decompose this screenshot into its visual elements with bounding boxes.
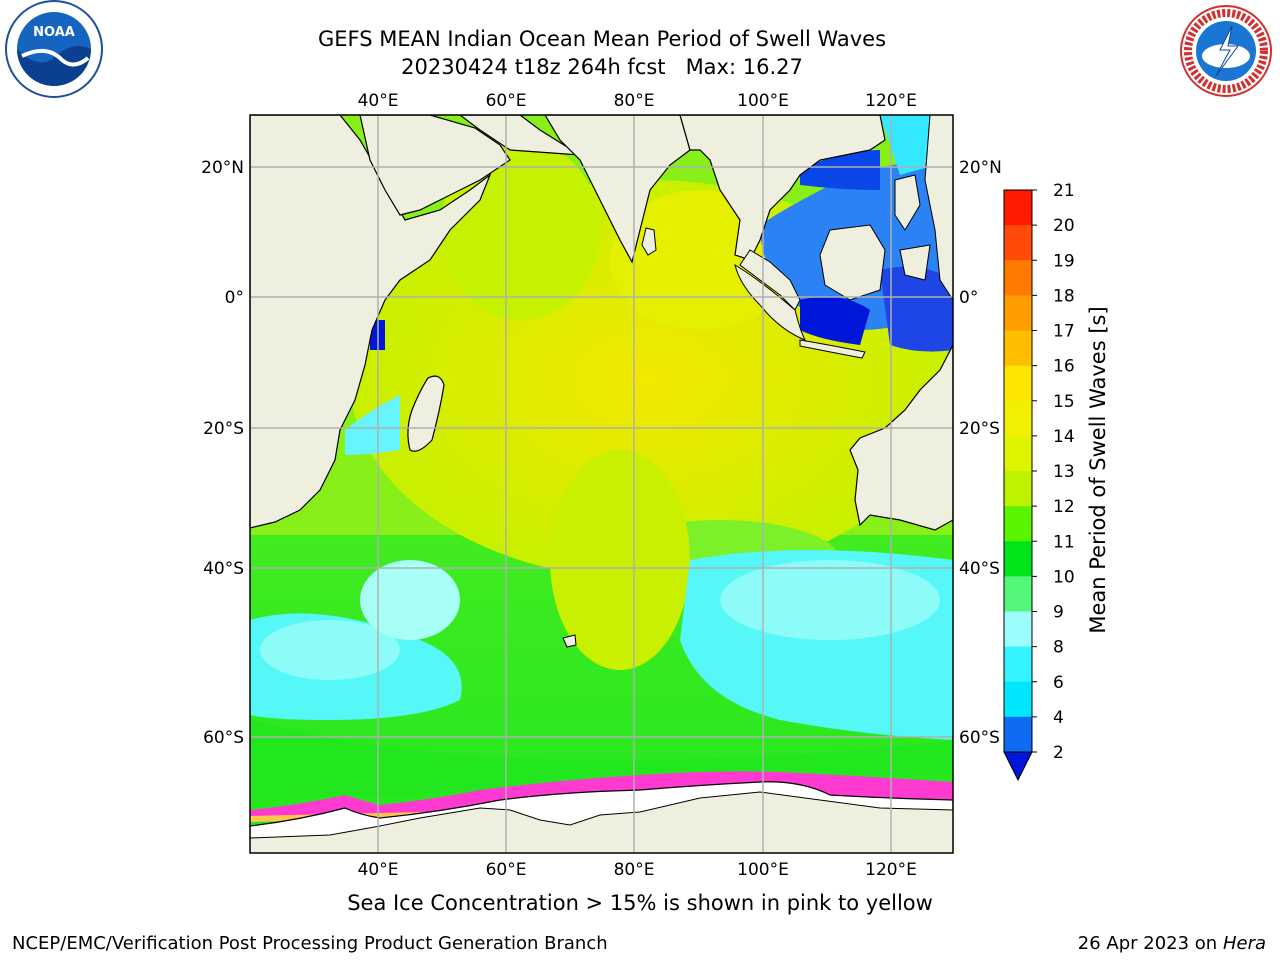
colorbar-tick-label: 15 (1053, 392, 1075, 412)
madagascar-landmass (407, 375, 445, 452)
arabia-landmass (359, 115, 511, 216)
lat-tick-left: 60°S (203, 728, 244, 748)
lon-tick-top: 80°E (614, 91, 655, 111)
map-title: GEFS MEAN Indian Ocean Mean Period of Sw… (317, 27, 887, 51)
colorbar-segment (1004, 225, 1032, 261)
colorbar-segment (1004, 260, 1032, 296)
lon-tick-bottom: 80°E (614, 860, 655, 880)
colorbar-tick-label: 4 (1053, 708, 1064, 728)
lon-tick-bottom: 100°E (737, 860, 789, 880)
colorbar-segment (1004, 435, 1032, 472)
colorbar-tick-label: 13 (1053, 462, 1075, 482)
colorbar-extend-arrow (1003, 751, 1033, 782)
lon-tick-top: 120°E (865, 91, 917, 111)
graticule (250, 115, 953, 853)
colorbar-tick-label: 9 (1053, 603, 1064, 623)
credit-text: NCEP/EMC/Verification Post Processing Pr… (12, 933, 608, 954)
map-frame (249, 114, 954, 854)
lon-tick-bottom: 40°E (358, 860, 399, 880)
colorbar-label: Mean Period of Swell Waves [s] (1086, 306, 1110, 634)
colorbar-tick-label: 14 (1053, 427, 1075, 447)
noaa-logo: NOAA (5, 0, 103, 98)
colorbar-tick-label: 17 (1053, 322, 1075, 342)
lon-tick-top: 100°E (737, 91, 789, 111)
lon-tick-top: 40°E (358, 91, 399, 111)
lat-tick-right: 60°S (959, 728, 1000, 748)
lat-tick-right: 0° (959, 288, 978, 308)
colorbar-tick-label: 21 (1053, 181, 1075, 201)
lat-tick-right: 40°S (959, 559, 1000, 579)
lon-tick-bottom: 60°E (486, 860, 527, 880)
lat-tick-left: 20°N (201, 158, 244, 178)
map-plot-area (250, 115, 953, 853)
colorbar-segment (1004, 506, 1032, 542)
map-subtitle: 20230424 t18z 264h fcst Max: 16.27 (401, 55, 803, 79)
colorbar-segment (1004, 295, 1032, 331)
colorbar-tick-label: 10 (1053, 567, 1075, 587)
lat-tick-left: 40°S (203, 559, 244, 579)
indochina-landmass (679, 115, 886, 261)
colorbar-segment (1004, 400, 1032, 437)
colorbar-tick-label: 11 (1053, 532, 1075, 552)
colorbar-segment (1004, 716, 1032, 753)
colorbar-tick-label: 8 (1053, 638, 1064, 658)
colorbar-segment (1004, 541, 1032, 577)
credit-date: 26 Apr 2023 on (1077, 933, 1223, 954)
sea-ice-note: Sea Ice Concentration > 15% is shown in … (347, 891, 933, 915)
colorbar-segment (1004, 190, 1032, 226)
lon-tick-top: 60°E (486, 91, 527, 111)
colorbar-tick-label: 2 (1053, 743, 1064, 763)
noaa-logo-text: NOAA (33, 25, 75, 40)
colorbar-segment (1004, 646, 1032, 683)
lat-tick-right: 20°N (959, 158, 1002, 178)
date-host-text: 26 Apr 2023 on Hera (1078, 933, 1266, 954)
colorbar-segment (1004, 681, 1032, 718)
colorbar-tick-label: 6 (1053, 673, 1064, 693)
colorbar-tick-label: 16 (1053, 357, 1075, 377)
colorbar-tick-label: 19 (1053, 251, 1075, 271)
colorbar-segment (1004, 611, 1032, 648)
colorbar-tick-label: 12 (1053, 497, 1075, 517)
borneo-landmass (819, 224, 886, 301)
colorbar-tick-label: 20 (1053, 216, 1075, 236)
lat-tick-left: 0° (225, 288, 244, 308)
colorbar-segment (1004, 471, 1032, 507)
credit-host: Hera (1222, 933, 1266, 954)
colorbar-segment (1004, 330, 1032, 367)
lon-tick-bottom: 120°E (865, 860, 917, 880)
lat-tick-right: 20°S (959, 419, 1000, 439)
colorbar-segment (1004, 576, 1032, 612)
colorbar: 2 4 6 8 9 10 11 12 13 14 15 16 17 18 19 20 21 (1003, 181, 1075, 782)
colorbar-tick-label: 18 (1053, 286, 1075, 306)
australia-landmass (849, 344, 953, 531)
colorbar-segment (1004, 365, 1032, 402)
lat-tick-left: 20°S (203, 419, 244, 439)
nws-logo (1180, 5, 1272, 97)
